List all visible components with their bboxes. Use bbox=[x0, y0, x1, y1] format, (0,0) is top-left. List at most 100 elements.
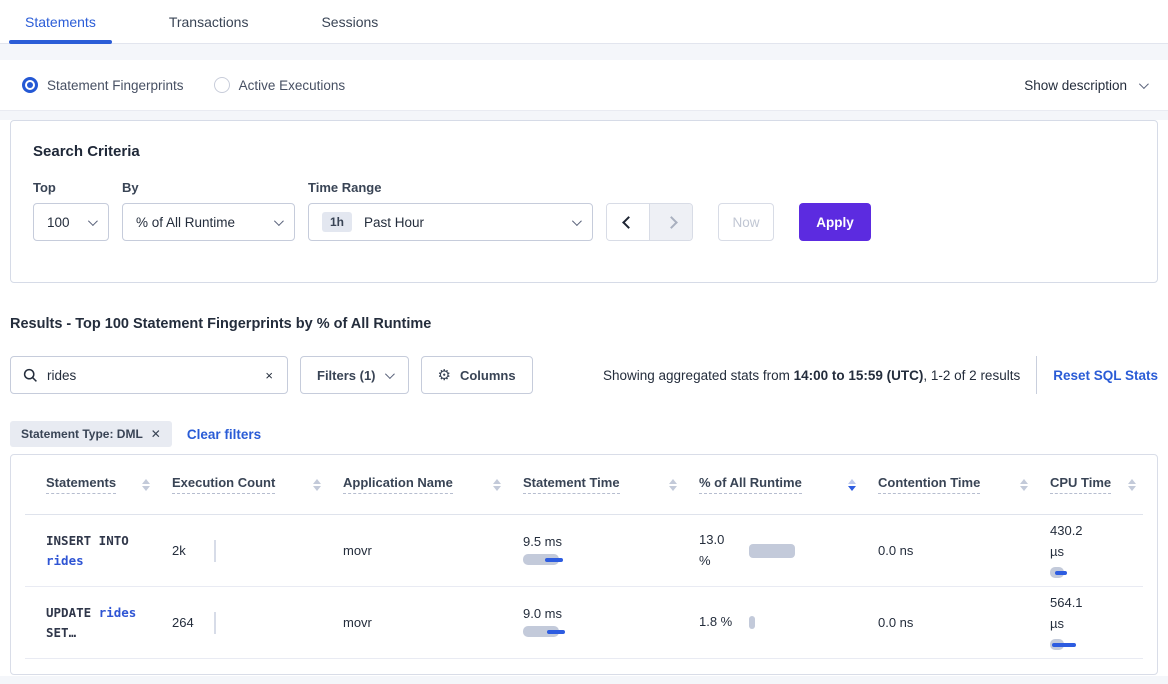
clear-filters-link[interactable]: Clear filters bbox=[186, 426, 262, 442]
time-range-badge: 1h bbox=[322, 212, 353, 232]
radio-selected-icon bbox=[22, 77, 38, 93]
sort-icon[interactable] bbox=[313, 478, 321, 491]
time-range-value: Past Hour bbox=[364, 214, 425, 230]
tab-statements[interactable]: Statements bbox=[9, 0, 112, 44]
chevron-down-icon bbox=[1138, 78, 1149, 89]
statement-text: UPDATE bbox=[46, 604, 99, 620]
filter-tag-close-icon[interactable]: ✕ bbox=[150, 427, 161, 441]
view-toggle-bar: Statement Fingerprints Active Executions… bbox=[0, 60, 1168, 111]
tab-statements-label: Statements bbox=[25, 13, 96, 30]
time-prev-button[interactable] bbox=[607, 204, 649, 240]
time-range-select[interactable]: 1h Past Hour bbox=[308, 203, 593, 241]
by-select[interactable]: % of All Runtime bbox=[122, 203, 295, 241]
table-row: INSERT INTO rides 2k movr 9.5 ms 13.0 bbox=[25, 515, 1143, 587]
runtime-percent-value: 1.8 % bbox=[699, 614, 733, 630]
top-select-value: 100 bbox=[47, 214, 70, 230]
gear-icon: ⚙ bbox=[437, 366, 451, 384]
top-field: Top 100 bbox=[33, 180, 109, 241]
statements-table: Statements Execution Count Application N… bbox=[10, 454, 1158, 675]
statement-link[interactable]: rides bbox=[46, 552, 84, 568]
cpu-time-bar bbox=[1050, 566, 1100, 580]
col-header-execution-count[interactable]: Execution Count bbox=[172, 475, 276, 494]
statement-time-value: 9.0 ms bbox=[523, 606, 563, 621]
show-description-toggle[interactable]: Show description bbox=[1024, 77, 1149, 93]
show-description-label: Show description bbox=[1024, 77, 1127, 93]
columns-button[interactable]: ⚙ Columns bbox=[420, 356, 533, 394]
table-row: UPDATE rides SET… 264 movr 9.0 ms 1.8 bbox=[25, 587, 1143, 659]
top-label: Top bbox=[33, 180, 56, 195]
application-name-value: movr bbox=[343, 615, 372, 630]
application-name-value: movr bbox=[343, 543, 372, 558]
col-header-contention-time[interactable]: Contention Time bbox=[878, 475, 981, 494]
reset-sql-stats-link[interactable]: Reset SQL Stats bbox=[1053, 367, 1158, 383]
stats-time-range: 14:00 to 15:59 (UTC) bbox=[793, 367, 924, 383]
runtime-percent-bar bbox=[749, 543, 795, 558]
results-heading: Results - Top 100 Statement Fingerprints… bbox=[10, 316, 432, 332]
columns-button-label: Columns bbox=[459, 367, 516, 383]
sort-icon[interactable] bbox=[1020, 478, 1028, 491]
cpu-time-value: 430.2 µs bbox=[1050, 523, 1083, 559]
time-range-field: Time Range 1h Past Hour bbox=[308, 180, 593, 241]
chevron-down-icon bbox=[87, 215, 98, 226]
time-range-pager bbox=[606, 203, 693, 241]
time-next-button[interactable] bbox=[650, 204, 692, 240]
toolbar-divider bbox=[1036, 356, 1038, 394]
search-box[interactable]: × bbox=[10, 356, 288, 394]
chevron-down-icon bbox=[571, 215, 582, 226]
search-input[interactable] bbox=[47, 367, 264, 383]
execution-count-value: 2k bbox=[172, 543, 186, 558]
page-tabs: Statements Transactions Sessions bbox=[0, 0, 1168, 44]
by-label: By bbox=[122, 180, 139, 195]
stats-prefix: Showing aggregated stats from bbox=[603, 367, 794, 383]
now-button[interactable]: Now bbox=[718, 203, 774, 241]
statement-link[interactable]: rides bbox=[98, 604, 137, 620]
search-clear-icon[interactable]: × bbox=[265, 367, 273, 383]
stats-suffix: , 1-2 of 2 results bbox=[923, 367, 1021, 383]
cpu-time-bar bbox=[1050, 638, 1100, 652]
top-select[interactable]: 100 bbox=[33, 203, 109, 241]
col-header-statements[interactable]: Statements bbox=[46, 475, 117, 494]
statement-text: INSERT INTO bbox=[46, 532, 129, 548]
contention-time-value: 0.0 ns bbox=[878, 615, 914, 630]
sort-icon[interactable] bbox=[493, 478, 501, 491]
apply-button[interactable]: Apply bbox=[799, 203, 871, 241]
radio-unselected-icon bbox=[213, 77, 230, 93]
radio-statement-fingerprints[interactable]: Statement Fingerprints bbox=[22, 77, 184, 93]
radio-active-executions[interactable]: Active Executions bbox=[213, 77, 346, 93]
chevron-right-icon bbox=[664, 215, 678, 229]
execution-count-bar bbox=[214, 611, 216, 634]
active-tab-underline bbox=[9, 40, 112, 44]
search-criteria-card: Search Criteria Top 100 By % of All Runt… bbox=[10, 120, 1158, 283]
statement-time-value: 9.5 ms bbox=[523, 534, 563, 549]
col-header-runtime[interactable]: % of All Runtime bbox=[699, 475, 802, 494]
chevron-down-icon bbox=[384, 368, 395, 379]
filters-button[interactable]: Filters (1) bbox=[300, 356, 409, 394]
tab-transactions[interactable]: Transactions bbox=[153, 0, 265, 43]
filter-tag-row: Statement Type: DML ✕ Clear filters bbox=[10, 421, 1158, 447]
col-header-application-name[interactable]: Application Name bbox=[343, 475, 453, 494]
col-header-statement-time[interactable]: Statement Time bbox=[523, 475, 620, 494]
execution-count-value: 264 bbox=[172, 615, 194, 630]
runtime-percent-value: 13.0 % bbox=[699, 532, 725, 568]
chevron-left-icon bbox=[621, 215, 635, 229]
sort-icon[interactable] bbox=[669, 478, 677, 491]
filter-tag-label: Statement Type: DML bbox=[21, 427, 143, 441]
contention-time-value: 0.0 ns bbox=[878, 543, 914, 558]
sort-icon-active-desc[interactable] bbox=[848, 478, 856, 491]
table-header-row: Statements Execution Count Application N… bbox=[25, 455, 1143, 515]
pager-divider bbox=[649, 204, 650, 240]
col-header-cpu-time[interactable]: CPU Time bbox=[1050, 475, 1112, 494]
statement-time-bar bbox=[523, 625, 593, 639]
sort-icon[interactable] bbox=[1128, 478, 1136, 491]
filter-tag-statement-type[interactable]: Statement Type: DML ✕ bbox=[10, 421, 172, 447]
radio-statement-fingerprints-label: Statement Fingerprints bbox=[47, 77, 184, 93]
tab-sessions[interactable]: Sessions bbox=[305, 0, 394, 43]
sort-icon[interactable] bbox=[142, 478, 150, 491]
chevron-down-icon bbox=[273, 215, 284, 226]
radio-active-executions-label: Active Executions bbox=[238, 77, 346, 93]
filters-button-label: Filters (1) bbox=[317, 367, 376, 383]
time-range-label: Time Range bbox=[308, 180, 382, 195]
by-select-value: % of All Runtime bbox=[136, 214, 236, 230]
tab-sessions-label: Sessions bbox=[321, 13, 379, 30]
results-toolbar: × Filters (1) ⚙ Columns Showing aggregat… bbox=[10, 356, 1158, 394]
